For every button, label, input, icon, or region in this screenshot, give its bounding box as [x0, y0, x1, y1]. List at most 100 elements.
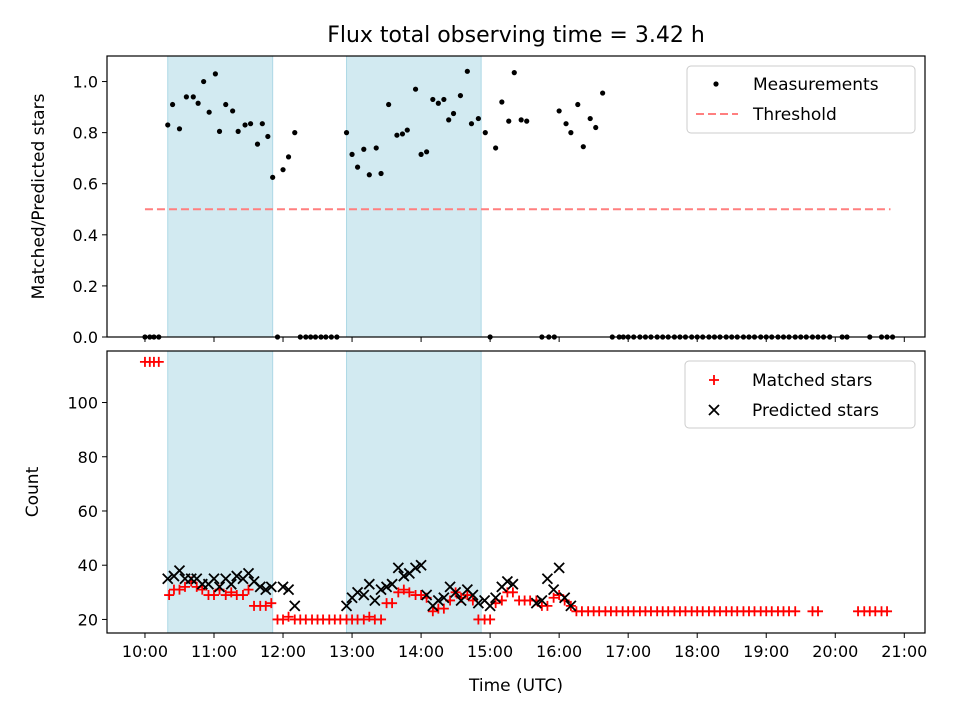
- y-tick-label: 20: [78, 610, 98, 629]
- predicted-star-point: [553, 562, 565, 574]
- measurement-point: [493, 145, 499, 151]
- measurement-point: [349, 151, 355, 157]
- x-tick-label: 15:00: [467, 642, 513, 661]
- predicted-star-point: [265, 581, 277, 593]
- x-tick-label: 18:00: [674, 642, 720, 661]
- matched-star-point: [485, 614, 496, 625]
- measurement-point: [435, 100, 441, 106]
- predicted-star-point: [455, 594, 467, 607]
- y-axis-label: Matched/Predicted stars: [29, 93, 49, 299]
- predicted-star-point: [559, 592, 571, 604]
- measurement-point: [354, 164, 361, 170]
- measurement-point: [343, 130, 350, 136]
- matched-star-point: [266, 598, 277, 609]
- predicted-star-point: [501, 575, 514, 588]
- measurement-point: [412, 86, 419, 92]
- measurement-point: [518, 117, 524, 123]
- measurement-point: [464, 68, 470, 74]
- measurement-point: [212, 71, 218, 77]
- measurement-point: [201, 78, 207, 85]
- predicted-star-point: [536, 594, 548, 607]
- x-tick-label: 12:00: [260, 642, 306, 661]
- measurement-point: [165, 122, 171, 128]
- predicted-star-point: [392, 562, 404, 574]
- y-tick-label: 40: [78, 556, 98, 575]
- measurement-point: [587, 115, 593, 122]
- predicted-star-point: [484, 600, 496, 612]
- measurement-point: [270, 174, 276, 180]
- measurement-point: [216, 128, 223, 134]
- measurement-point: [524, 118, 530, 124]
- measurement-point: [399, 131, 406, 137]
- matched-star-point: [237, 590, 248, 601]
- legend-predicted-marker: [708, 404, 720, 416]
- y-tick-label: 1.0: [73, 73, 98, 92]
- legend: Measurements Threshold: [686, 65, 916, 134]
- predicted-star-point: [438, 592, 450, 604]
- matched-star-point: [208, 590, 219, 601]
- measurement-point: [446, 117, 452, 123]
- x-tick-label: 14:00: [398, 642, 444, 661]
- matched-star-point: [226, 587, 237, 598]
- matched-star-point: [260, 600, 271, 611]
- measurement-point: [195, 100, 201, 106]
- measurement-point: [424, 149, 430, 155]
- predicted-star-point: [489, 592, 502, 604]
- matched-star-point: [278, 614, 289, 625]
- matched-star-point: [813, 606, 824, 617]
- matched-star-point: [438, 603, 449, 614]
- legend-box: [684, 360, 916, 429]
- x-tick-label: 11:00: [191, 642, 237, 661]
- y-tick-label: 0.8: [73, 124, 98, 143]
- measurement-point: [506, 118, 512, 124]
- predicted-star-point: [254, 581, 266, 593]
- matched-star-point: [358, 614, 369, 625]
- matched-star-point: [283, 611, 294, 622]
- measurement-point: [468, 121, 475, 127]
- matched-star-point: [164, 590, 175, 601]
- measurement-point: [176, 126, 183, 132]
- matched-star-point: [243, 584, 254, 595]
- measurement-point: [580, 144, 586, 150]
- y-tick-label: 0.6: [73, 175, 98, 194]
- plot-frame: [106, 350, 926, 634]
- measurement-point: [394, 132, 400, 138]
- matched-star-point: [416, 590, 427, 601]
- predicted-star-point: [369, 594, 381, 607]
- measurement-point: [366, 172, 372, 178]
- predicted-star-point: [386, 578, 398, 590]
- measurement-point: [404, 127, 410, 133]
- x-axis-label: Time (UTC): [468, 676, 563, 696]
- measurement-point: [247, 121, 254, 127]
- legend-label: Measurements: [753, 75, 879, 95]
- y-axis-label: Count: [23, 466, 43, 517]
- measurement-point: [285, 154, 292, 160]
- measurement-point: [386, 101, 392, 108]
- predicted-star-point: [242, 567, 255, 579]
- matched-star-point: [462, 590, 473, 601]
- measurement-point: [378, 170, 384, 177]
- measurement-point: [441, 96, 447, 103]
- matched-star-point: [542, 600, 553, 611]
- predicted-star-point: [432, 594, 444, 607]
- predicted-star-point: [547, 583, 560, 596]
- predicted-star-point: [415, 559, 427, 571]
- matched-star-point: [393, 587, 404, 598]
- predicted-star-point: [260, 583, 272, 596]
- matched-star-point: [180, 581, 191, 592]
- predicted-star-point: [467, 589, 479, 601]
- predicted-star-point: [208, 573, 220, 585]
- predicted-star-point: [213, 581, 226, 593]
- y-tick-label: 100: [67, 394, 98, 413]
- measurement-point: [235, 128, 241, 134]
- measurement-point: [556, 108, 562, 114]
- measurement-point: [499, 99, 505, 105]
- matched-star-point: [387, 598, 398, 609]
- x-tick-label: 21:00: [881, 642, 927, 661]
- measurement-point: [475, 115, 481, 122]
- predicted-star-point: [375, 583, 387, 596]
- matched-star-point: [364, 611, 375, 622]
- y-tick-label: 0.4: [73, 226, 98, 245]
- measurement-point: [482, 130, 488, 136]
- predicted-star-point: [173, 564, 186, 577]
